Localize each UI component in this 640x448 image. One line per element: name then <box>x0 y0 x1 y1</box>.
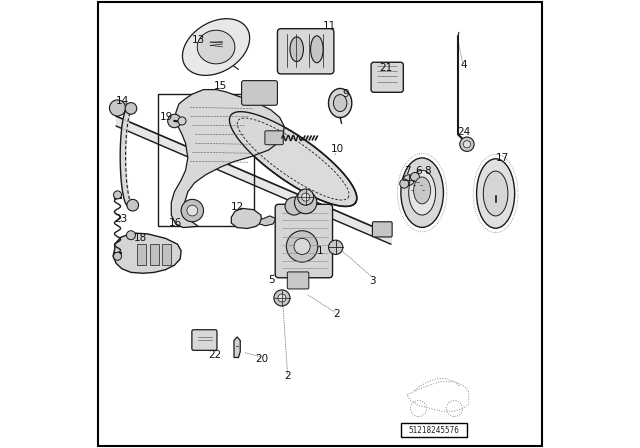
Circle shape <box>400 179 409 188</box>
Polygon shape <box>231 208 262 228</box>
Bar <box>150 244 159 265</box>
Text: 4: 4 <box>460 60 467 70</box>
FancyBboxPatch shape <box>371 62 403 92</box>
Text: 9: 9 <box>342 89 349 99</box>
Circle shape <box>298 189 314 205</box>
Polygon shape <box>182 19 250 75</box>
Bar <box>137 244 146 265</box>
Circle shape <box>127 231 136 240</box>
FancyBboxPatch shape <box>192 330 217 350</box>
Text: 13: 13 <box>191 35 205 45</box>
Text: 21: 21 <box>380 63 393 73</box>
Ellipse shape <box>477 159 515 228</box>
Ellipse shape <box>333 95 347 112</box>
Text: 10: 10 <box>330 144 344 154</box>
FancyBboxPatch shape <box>242 81 278 105</box>
Text: 24: 24 <box>458 127 471 137</box>
Circle shape <box>113 191 122 199</box>
FancyBboxPatch shape <box>278 29 334 74</box>
Circle shape <box>109 100 125 116</box>
Text: 15: 15 <box>214 81 227 91</box>
Polygon shape <box>234 337 240 358</box>
Text: 7: 7 <box>404 166 411 176</box>
Text: 12: 12 <box>230 202 244 212</box>
Text: 5: 5 <box>268 275 275 285</box>
Text: 22: 22 <box>208 350 221 360</box>
Ellipse shape <box>409 170 436 215</box>
Circle shape <box>287 231 318 262</box>
Circle shape <box>301 193 310 201</box>
Text: 1: 1 <box>317 246 323 256</box>
Text: 14: 14 <box>115 96 129 106</box>
Circle shape <box>178 117 186 125</box>
Polygon shape <box>197 30 235 64</box>
Text: 2: 2 <box>284 371 291 381</box>
Text: 17: 17 <box>496 153 509 163</box>
Circle shape <box>294 191 317 214</box>
Text: 3: 3 <box>369 276 376 286</box>
Text: 11: 11 <box>323 21 335 31</box>
Circle shape <box>463 141 470 148</box>
Ellipse shape <box>401 158 444 228</box>
Circle shape <box>187 205 198 216</box>
Bar <box>163 244 172 265</box>
Circle shape <box>410 172 419 181</box>
Text: 18: 18 <box>134 233 147 243</box>
Polygon shape <box>260 216 276 226</box>
Circle shape <box>125 103 137 114</box>
Ellipse shape <box>328 89 352 117</box>
Text: 19: 19 <box>160 112 173 122</box>
Bar <box>158 94 254 226</box>
Text: 2: 2 <box>333 309 340 319</box>
Circle shape <box>486 182 506 202</box>
Polygon shape <box>113 233 181 273</box>
Polygon shape <box>172 90 284 228</box>
FancyBboxPatch shape <box>287 272 309 289</box>
Circle shape <box>168 114 181 128</box>
Bar <box>401 423 467 437</box>
Text: 51218245576: 51218245576 <box>408 426 460 435</box>
Text: 16: 16 <box>169 218 182 228</box>
Circle shape <box>274 290 290 306</box>
Circle shape <box>285 197 303 215</box>
Text: 6: 6 <box>415 166 422 176</box>
Circle shape <box>181 199 204 222</box>
Circle shape <box>113 252 122 260</box>
Text: 8: 8 <box>424 166 431 176</box>
Circle shape <box>328 240 343 254</box>
Ellipse shape <box>310 36 323 63</box>
Circle shape <box>460 137 474 151</box>
FancyBboxPatch shape <box>275 204 333 278</box>
Text: 20: 20 <box>255 354 268 364</box>
Circle shape <box>294 238 310 254</box>
Ellipse shape <box>290 37 303 61</box>
FancyBboxPatch shape <box>372 222 392 237</box>
Polygon shape <box>229 112 357 207</box>
Circle shape <box>403 175 414 185</box>
FancyBboxPatch shape <box>265 131 284 145</box>
Ellipse shape <box>483 171 508 216</box>
Circle shape <box>278 294 286 302</box>
Text: 23: 23 <box>114 214 127 224</box>
Ellipse shape <box>413 177 431 204</box>
Circle shape <box>127 199 139 211</box>
